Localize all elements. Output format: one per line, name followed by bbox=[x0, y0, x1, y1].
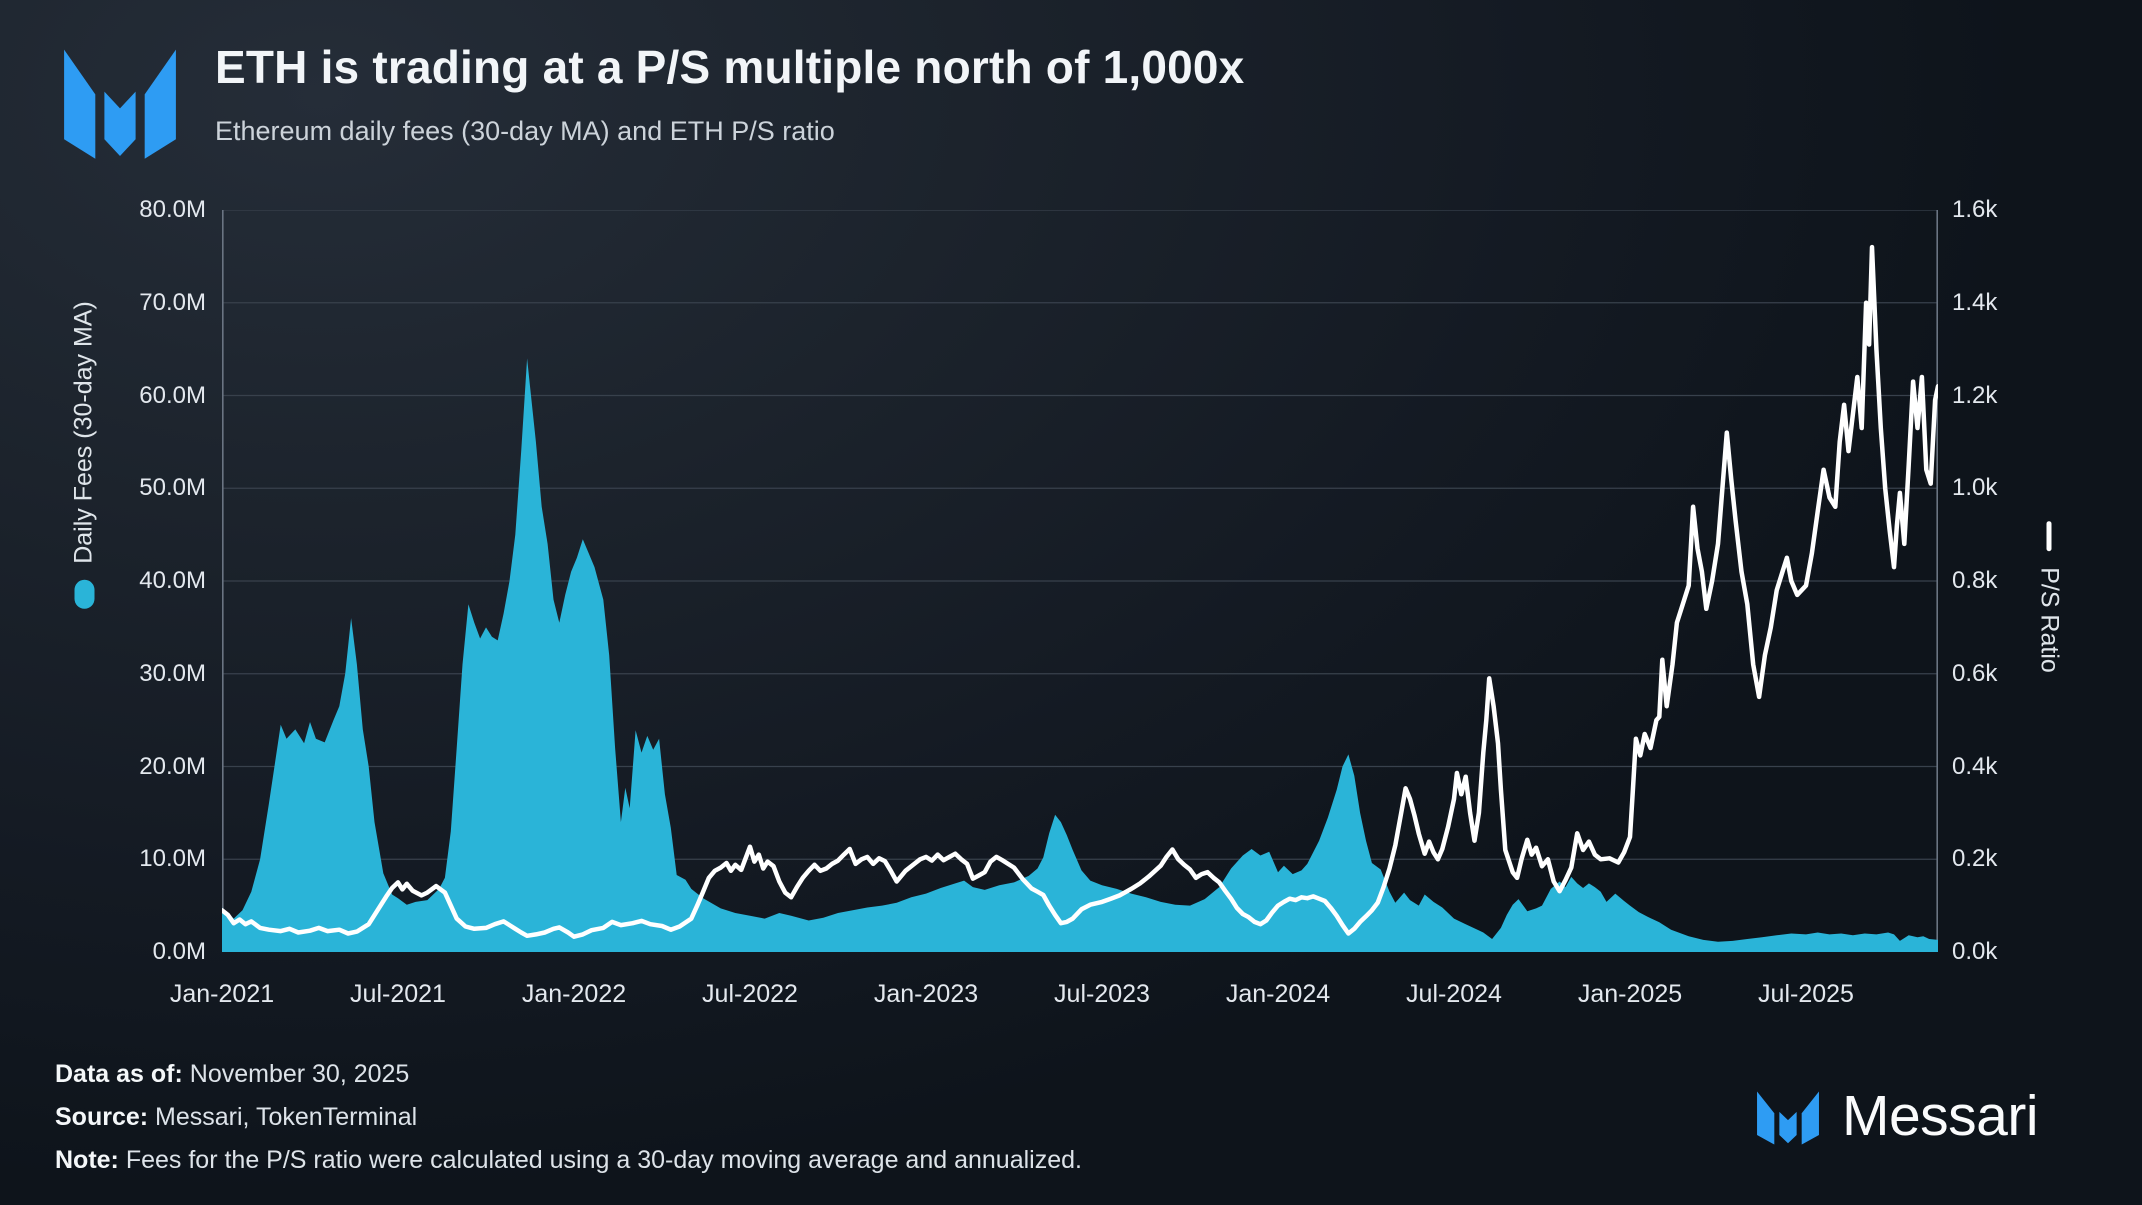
y-axis-tick-left: 80.0M bbox=[139, 196, 206, 223]
y-axis-tick-left: 30.0M bbox=[139, 659, 206, 687]
y-axis-tick-right: 0.2k bbox=[1952, 845, 1998, 873]
ps-ratio-line-series bbox=[222, 244, 1938, 939]
messari-m-mark bbox=[64, 49, 176, 159]
x-axis-tick: Jan-2024 bbox=[1225, 980, 1331, 1008]
y-axis-tick-right: 0.0k bbox=[1952, 938, 1998, 965]
note-value: Fees for the P/S ratio were calculated u… bbox=[118, 1146, 1082, 1174]
x-axis-tick: Jul-2022 bbox=[702, 980, 798, 1008]
messari-logo-icon bbox=[55, 30, 185, 170]
y-axis-tick-right: 1.6k bbox=[1952, 196, 1998, 223]
ps-legend-marker-icon bbox=[2046, 521, 2052, 552]
x-axis-tick: Jul-2025 bbox=[1758, 980, 1854, 1008]
y-axis-tick-left: 60.0M bbox=[139, 381, 206, 409]
x-axis-tick: Jan-2023 bbox=[873, 980, 979, 1008]
y-axis-tick-left: 50.0M bbox=[139, 474, 206, 502]
x-axis-tick: Jul-2024 bbox=[1406, 980, 1502, 1008]
brand-name: Messari bbox=[1842, 1084, 2039, 1148]
y-axis-tick-right: 1.2k bbox=[1952, 381, 1998, 409]
chart-svg bbox=[222, 210, 1938, 952]
data-as-of-value: November 30, 2025 bbox=[182, 1060, 410, 1088]
y-axis-tick-left: 70.0M bbox=[139, 288, 206, 316]
source-line: Source: Messari, TokenTerminal bbox=[55, 1103, 417, 1132]
fees-area-series bbox=[222, 358, 1938, 952]
x-axis-tick: Jul-2023 bbox=[1054, 980, 1150, 1008]
right-axis-title: P/S Ratio bbox=[2035, 567, 2064, 673]
y-axis-tick-right: 1.0k bbox=[1952, 474, 1998, 502]
data-as-of-label: Data as of: bbox=[55, 1060, 183, 1088]
y-axis-tick-right: 0.6k bbox=[1952, 659, 1998, 687]
y-axis-tick-left: 20.0M bbox=[139, 752, 206, 780]
y-axis-tick-left: 10.0M bbox=[139, 845, 206, 873]
x-axis-tick: Jan-2021 bbox=[169, 980, 275, 1008]
left-axis-title: Daily Fees (30-day MA) bbox=[69, 301, 98, 564]
messari-wordmark: Messari bbox=[1752, 1082, 2039, 1150]
y-axis-tick-right: 0.8k bbox=[1952, 567, 1998, 594]
messari-m-logo-icon bbox=[1757, 1091, 1819, 1145]
source-value: Messari, TokenTerminal bbox=[148, 1103, 418, 1131]
y-axis-tick-right: 1.4k bbox=[1952, 288, 1998, 316]
page-title: ETH is trading at a P/S multiple north o… bbox=[215, 41, 1245, 93]
x-axis-tick: Jan-2025 bbox=[1577, 980, 1683, 1008]
data-as-of-line: Data as of: November 30, 2025 bbox=[55, 1060, 409, 1089]
page-subtitle: Ethereum daily fees (30-day MA) and ETH … bbox=[215, 116, 835, 146]
note-label: Note: bbox=[55, 1146, 119, 1174]
source-label: Source: bbox=[55, 1103, 149, 1131]
note-line: Note: Fees for the P/S ratio were calcul… bbox=[55, 1146, 1082, 1175]
y-axis-tick-left: 40.0M bbox=[139, 567, 206, 594]
y-axis-tick-left: 0.0M bbox=[152, 938, 206, 965]
y-axis-tick-right: 0.4k bbox=[1952, 752, 1998, 780]
x-axis-tick: Jul-2021 bbox=[350, 980, 446, 1008]
x-axis-tick: Jan-2022 bbox=[521, 980, 627, 1008]
